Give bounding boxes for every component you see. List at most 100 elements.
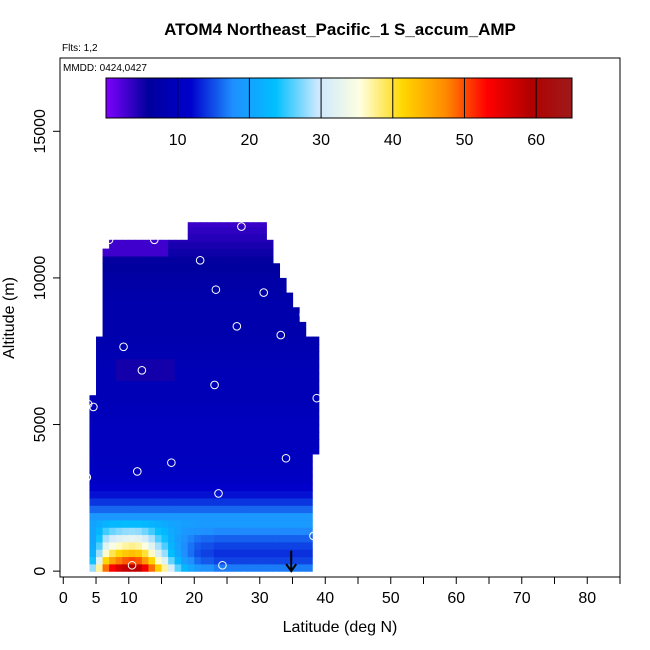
heatmap-cell (200, 270, 208, 279)
heatmap-cell (207, 351, 215, 360)
heatmap-cell (285, 446, 294, 455)
heatmap-cell (299, 534, 307, 543)
heatmap-cell (141, 461, 150, 470)
heatmap-cell (135, 424, 143, 433)
heatmap-cell (115, 468, 123, 477)
heatmap-cell (253, 395, 261, 404)
heatmap-cell (154, 343, 163, 352)
heatmap-cell (187, 424, 195, 433)
heatmap-cell (154, 549, 163, 558)
heatmap-cell (187, 556, 195, 565)
heatmap-cell (259, 365, 267, 374)
heatmap-cell (122, 307, 130, 316)
heatmap-cell (227, 380, 235, 389)
heatmap-cell (200, 336, 208, 345)
heatmap-cell (154, 292, 163, 301)
heatmap-cell (161, 314, 169, 323)
heatmap-cell (246, 343, 254, 352)
heatmap-cell (285, 483, 294, 492)
heatmap-cell (266, 549, 274, 558)
heatmap-cell (154, 351, 163, 360)
heatmap-cell (200, 563, 208, 572)
heatmap-cell (305, 395, 313, 404)
heatmap-cell (285, 343, 294, 352)
heatmap-cell (96, 402, 104, 411)
heatmap-cell (135, 299, 143, 308)
heatmap-cell (213, 549, 222, 558)
heatmap-cell (115, 321, 123, 330)
heatmap-cell (266, 263, 274, 272)
heatmap-cell (233, 292, 241, 301)
heatmap-cell (220, 468, 228, 477)
heatmap-cell (285, 409, 294, 418)
heatmap-cell (181, 365, 189, 374)
heatmap-cell (200, 519, 208, 528)
heatmap-cell (227, 431, 235, 440)
heatmap-cell (128, 446, 136, 455)
heatmap-cell (135, 307, 143, 316)
heatmap-cell (246, 512, 254, 521)
heatmap-cell (96, 512, 104, 521)
heatmap-cell (122, 343, 130, 352)
sample-point (210, 380, 219, 390)
heatmap-cell (233, 446, 241, 455)
heatmap-cell (122, 563, 130, 572)
x-tick-label: 80 (578, 590, 596, 607)
heatmap-cell (148, 387, 156, 396)
heatmap-cell (266, 512, 274, 521)
heatmap-cell (299, 417, 307, 426)
heatmap-cell (122, 483, 130, 492)
heatmap-cell (141, 239, 150, 242)
heatmap-cell (220, 431, 228, 440)
heatmap-cell (181, 519, 189, 528)
heatmap-cell (128, 270, 136, 279)
heatmap-cell (312, 395, 320, 404)
sample-point (137, 365, 147, 375)
sample-point (195, 256, 205, 265)
heatmap-cell (259, 431, 267, 440)
heatmap-cell (181, 439, 189, 448)
heatmap-cell (246, 424, 254, 433)
heatmap-cell (253, 351, 261, 360)
heatmap-cell (161, 241, 169, 250)
heatmap-cell (233, 336, 241, 345)
heatmap-cell (272, 321, 281, 330)
heatmap-cell (279, 321, 287, 330)
heatmap-cell (102, 468, 110, 477)
heatmap-cell (102, 380, 110, 389)
heatmap-cell (128, 321, 136, 330)
heatmap-cell (272, 402, 281, 411)
heatmap-cell (194, 519, 202, 528)
heatmap-cell (181, 255, 189, 264)
heatmap-cell (292, 417, 300, 426)
heatmap-cell (299, 380, 307, 389)
heatmap-cell (240, 424, 248, 433)
heatmap-cell (220, 534, 228, 543)
heatmap-cell (122, 534, 130, 543)
heatmap-cell (246, 336, 254, 345)
heatmap-cell (233, 490, 241, 499)
heatmap-cell (299, 541, 307, 550)
heatmap-cell (259, 277, 267, 286)
heatmap-cell (207, 453, 215, 462)
heatmap-cell (246, 307, 254, 316)
heatmap-cell (181, 461, 189, 470)
heatmap-cell (233, 505, 241, 514)
heatmap-cell (161, 365, 169, 374)
heatmap-cell (135, 365, 143, 374)
heatmap-cell (207, 222, 215, 228)
heatmap-cell (161, 483, 169, 492)
heatmap-cell (187, 475, 195, 484)
heatmap-cell (220, 226, 228, 235)
heatmap-cell (279, 424, 287, 433)
heatmap-cell (253, 307, 261, 316)
heatmap-cell (312, 417, 320, 426)
heatmap-cell (96, 453, 104, 462)
heatmap-cell (227, 343, 235, 352)
heatmap-cell (305, 409, 313, 418)
heatmap-cell (122, 468, 130, 477)
heatmap-cell (207, 461, 215, 470)
heatmap-cell (266, 387, 274, 396)
heatmap-cell (227, 285, 235, 294)
heatmap-cell (115, 483, 123, 492)
